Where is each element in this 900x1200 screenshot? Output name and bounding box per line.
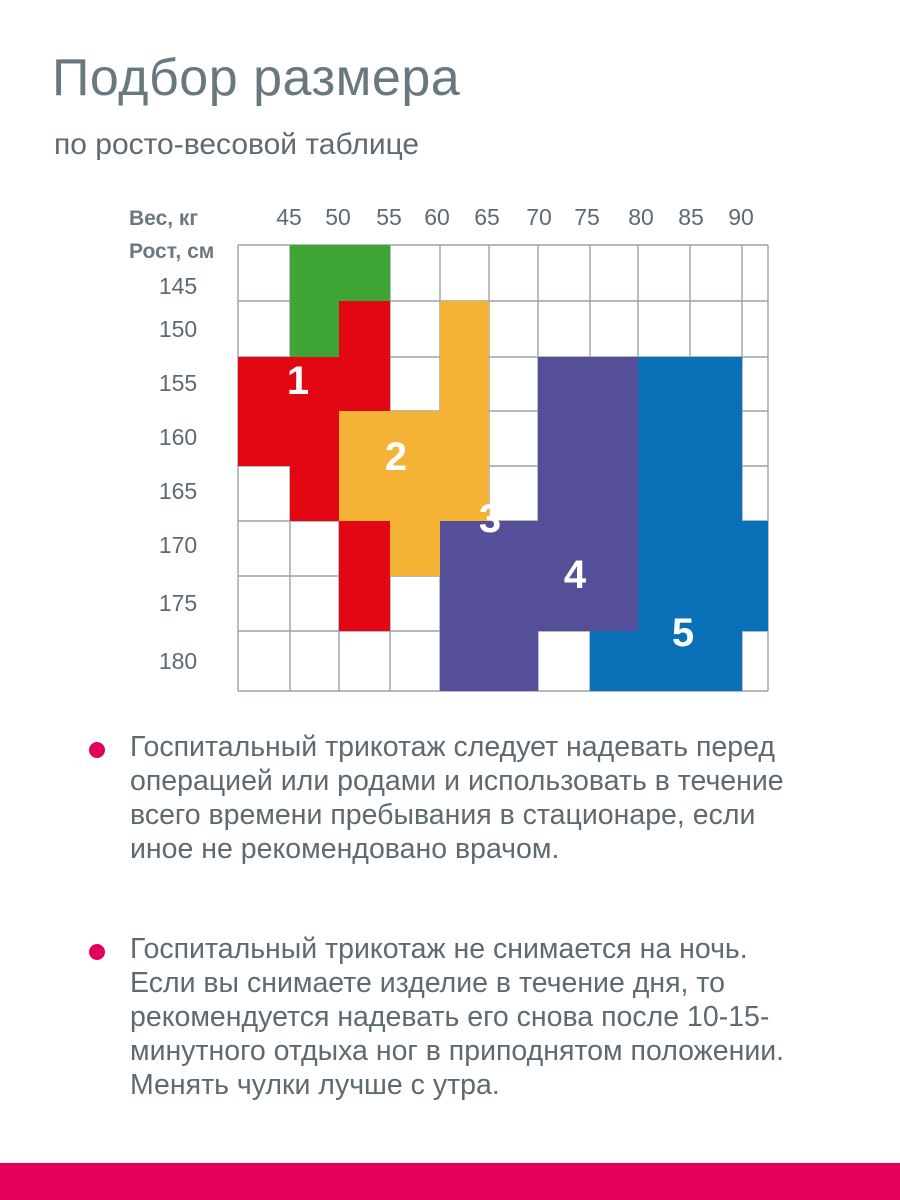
size-region-labels: 1 2 3 4 5: [287, 359, 694, 655]
height-ticks: 145 150 155 160 165 170 175 180: [159, 273, 197, 674]
weight-tick-55: 55: [376, 204, 402, 230]
weight-tick-65: 65: [474, 204, 500, 230]
bullet-icon: [89, 742, 105, 758]
weight-ticks: 45 50 55 60 65 70 75 80 85 90: [276, 204, 754, 230]
weight-axis-label: Вес, кг: [129, 207, 198, 230]
size-5-label: 5: [672, 611, 694, 655]
page-title: Подбор размера: [52, 49, 461, 107]
weight-tick-80: 80: [628, 204, 654, 230]
bullet-icon: [89, 944, 105, 960]
height-tick-170: 170: [159, 532, 197, 558]
size-4-label: 4: [564, 553, 587, 597]
page-subtitle: по росто-весовой таблице: [54, 128, 420, 161]
weight-tick-75: 75: [574, 204, 600, 230]
size-2-region: [238, 301, 390, 631]
weight-tick-60: 60: [424, 204, 450, 230]
weight-tick-45: 45: [276, 204, 302, 230]
height-axis-label: Рост, см: [129, 240, 214, 263]
height-tick-165: 165: [159, 478, 197, 504]
footer-bar: [0, 1163, 900, 1200]
weight-tick-90: 90: [728, 204, 754, 230]
size-1-label: 1: [287, 359, 309, 403]
weight-tick-85: 85: [678, 204, 704, 230]
height-tick-160: 160: [159, 424, 197, 450]
height-tick-150: 150: [159, 316, 197, 342]
weight-tick-70: 70: [526, 204, 552, 230]
size-2-label: 2: [385, 435, 407, 479]
weight-tick-50: 50: [325, 204, 351, 230]
height-tick-145: 145: [159, 273, 197, 299]
size-4-region: [440, 357, 638, 691]
height-tick-155: 155: [159, 370, 197, 396]
size-3-label: 3: [479, 497, 501, 541]
height-tick-175: 175: [159, 590, 197, 616]
size-regions: [238, 245, 768, 691]
size-5-region: [590, 357, 768, 691]
note-text: Госпитальный трикотаж не снимается на но…: [130, 933, 785, 1101]
height-tick-180: 180: [159, 648, 197, 674]
note-text: Госпитальный трикотаж следует надевать п…: [130, 731, 784, 865]
